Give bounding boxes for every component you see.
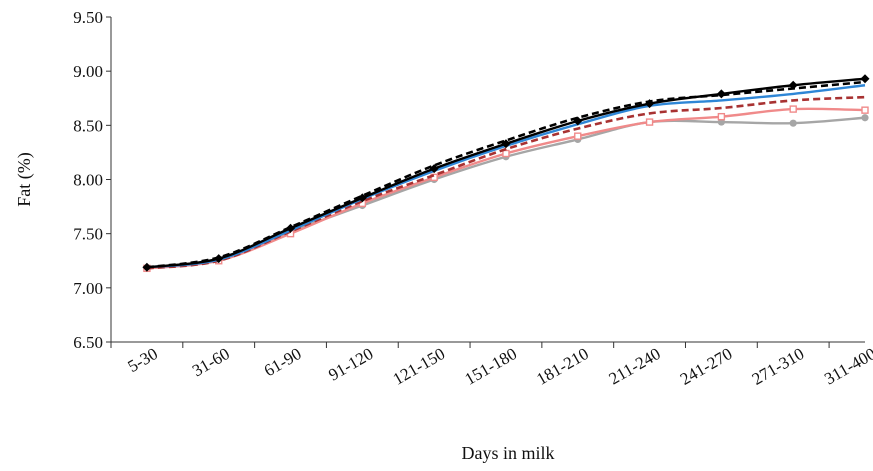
series-2 [146,80,866,269]
data-point [214,254,224,264]
data-point [645,99,655,109]
x-axis-title: Days in milk [462,443,555,463]
data-point [861,114,869,122]
data-point [501,139,511,149]
data-point [788,80,798,90]
y-tick-label: 8.00 [73,171,103,190]
data-point [502,149,510,158]
x-tick-label: 121-150 [390,344,449,389]
y-ticks: 6.50 7.00 7.50 8.00 8.50 9.00 9.50 [73,8,111,352]
data-point [789,105,797,113]
data-point [716,89,726,99]
x-tick-label: 311-400 [821,344,873,388]
x-tick-label: 31-60 [189,344,233,380]
data-point [789,119,797,127]
x-tick-label: 151-180 [461,344,520,389]
y-tick-label: 7.00 [73,279,103,298]
x-tick-label: 91-120 [325,344,376,385]
data-point [357,193,367,203]
x-ticks: 5-30 31-60 61-90 91-120 121-150 151-180 181-21… [110,342,873,389]
y-tick-label: 8.50 [73,116,103,135]
data-point [860,74,870,84]
series-line [146,80,866,269]
data-point [286,223,296,233]
data-point [717,112,726,121]
x-tick-label: 211-240 [606,344,664,388]
x-tick-label: 5-30 [125,344,161,376]
x-tick-label: 61-90 [261,344,305,380]
series-line [146,77,866,269]
series-layer [142,74,870,273]
data-point [142,262,152,272]
x-tick-label: 271-310 [749,344,808,389]
series-1 [142,74,870,272]
y-tick-label: 6.50 [73,333,103,352]
data-point [429,164,439,174]
data-point [574,132,582,140]
axes [110,17,865,343]
x-tick-label: 181-210 [533,344,592,389]
data-point [861,106,869,114]
y-axis-title: Fat (%) [14,152,35,206]
x-tick-label: 241-270 [677,344,736,389]
y-tick-label: 7.50 [73,225,103,244]
data-point [645,118,654,126]
y-tick-label: 9.00 [73,62,103,81]
data-point [573,116,583,126]
y-tick-label: 9.50 [73,8,103,27]
